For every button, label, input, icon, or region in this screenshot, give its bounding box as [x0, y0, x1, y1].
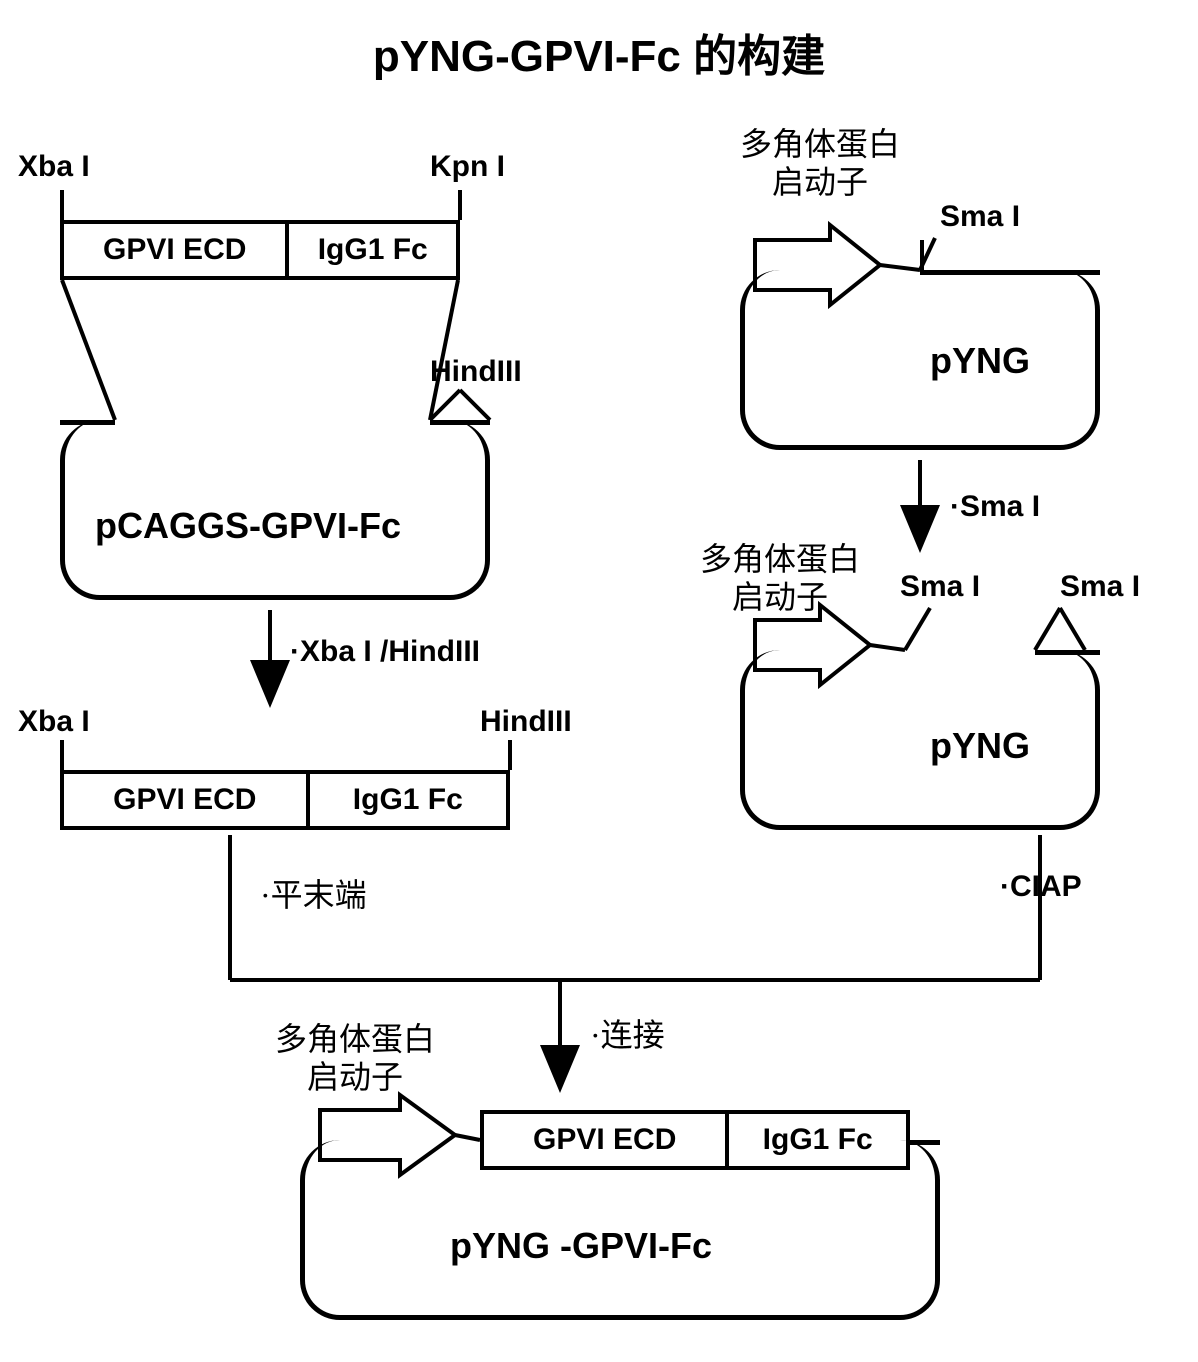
plasmid-pyng-2-label: pYNG	[930, 725, 1030, 767]
tick-xbaI-top	[60, 190, 64, 220]
plasmid-pcaggs-top-right	[430, 420, 490, 425]
label-hind3-mid: HindIII	[480, 705, 572, 739]
pyng2-top-right	[1035, 650, 1100, 655]
plasmid-pcaggs-top-left	[60, 420, 115, 425]
gene-fc-1: IgG1 Fc	[289, 224, 456, 276]
label-xbaI-mid: Xba I	[18, 705, 90, 739]
label-smaI-mid1: Sma I	[900, 570, 980, 604]
label-smaI-top: Sma I	[940, 200, 1020, 234]
gene-cassette-1: GPVI ECD IgG1 Fc	[60, 220, 460, 280]
tick-kpnI	[458, 190, 462, 220]
promoter-label-2: 多角体蛋白启动子	[700, 540, 860, 617]
label-hind3-top: HindIII	[430, 355, 522, 389]
plasmid-pyng-2	[740, 650, 1100, 830]
final-top-right	[910, 1140, 940, 1145]
plasmid-pyng-1-label: pYNG	[930, 340, 1030, 382]
step-ligate: ·连接	[590, 1010, 665, 1056]
step-xba-hind: ·Xba I /HindIII	[290, 635, 480, 669]
plasmid-pyng-1	[740, 270, 1100, 450]
promoter-label-1: 多角体蛋白启动子	[740, 125, 900, 202]
gene-ecd-1: GPVI ECD	[64, 224, 289, 276]
plasmid-pcaggs-label: pCAGGS-GPVI-Fc	[95, 505, 401, 547]
label-xbaI-top: Xba I	[18, 150, 90, 184]
gene-fc-2: IgG1 Fc	[310, 774, 506, 826]
pyng1-top-right	[920, 270, 1100, 275]
tick-hind3-mid	[508, 740, 512, 770]
plasmid-final-label: pYNG -GPVI-Fc	[450, 1225, 712, 1267]
step-sma: ·Sma I	[950, 490, 1040, 524]
diagram-title: pYNG-GPVI-Fc 的构建	[0, 20, 1198, 84]
label-kpnI: Kpn I	[430, 150, 505, 184]
promoter-label-3: 多角体蛋白启动子	[275, 1020, 435, 1097]
gene-cassette-2: GPVI ECD IgG1 Fc	[60, 770, 510, 830]
gene-ecd-2: GPVI ECD	[64, 774, 310, 826]
step-ciap: ·CIAP	[1000, 870, 1082, 904]
label-smaI-mid2: Sma I	[1060, 570, 1140, 604]
tick-smaI-top	[920, 240, 924, 270]
step-blunt: ·平末端	[260, 870, 367, 916]
tick-xbaI-mid	[60, 740, 64, 770]
